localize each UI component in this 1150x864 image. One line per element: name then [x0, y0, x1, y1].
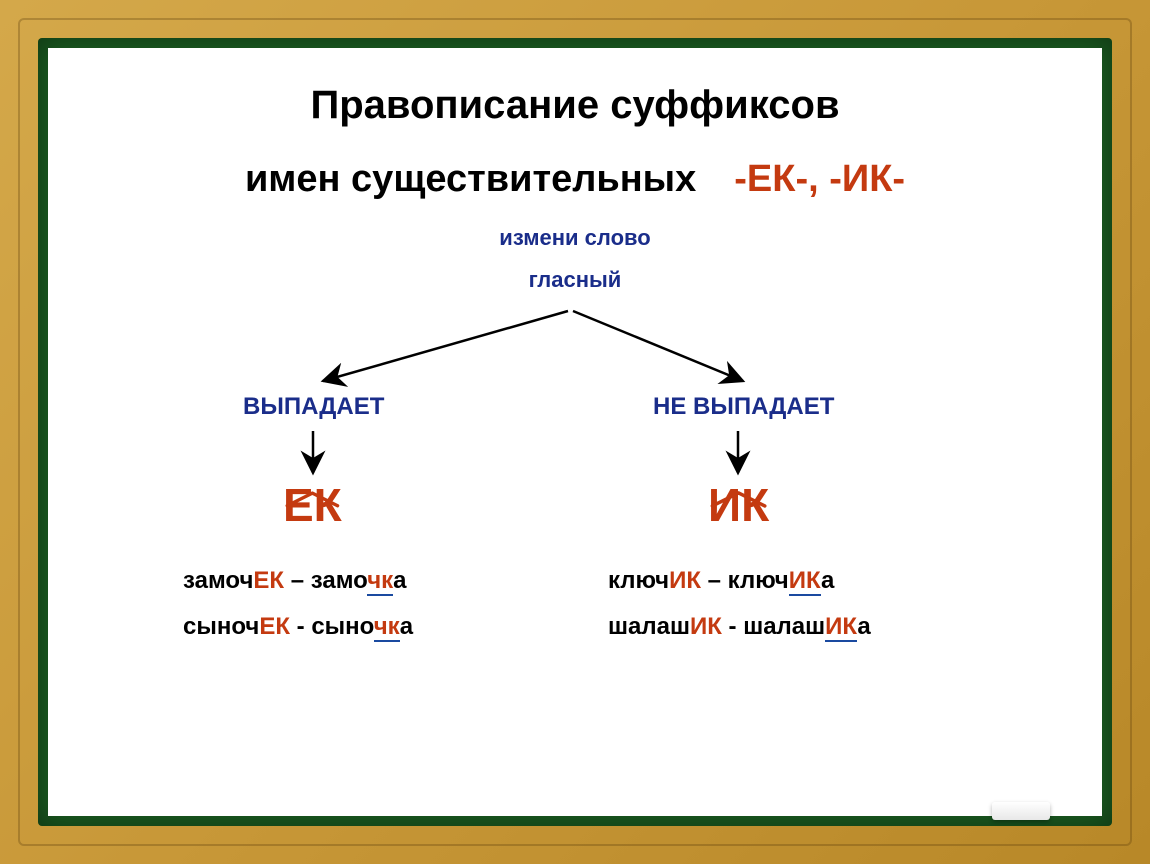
subtitle: имен существительных -ЕК-, -ИК-: [88, 158, 1062, 201]
suffix-ek: ЕК: [283, 478, 342, 532]
branch-left-label: ВЫПАДАЕТ: [243, 393, 384, 421]
wooden-frame: Правописание суффиксов имен существитель…: [0, 0, 1150, 864]
suffix-ik: ИК: [708, 478, 769, 532]
examples-left: замочЕК – замочкасыночЕК - сыночка: [183, 558, 413, 649]
arrow-svg: [88, 303, 1088, 733]
diagram-area: ВЫПАДАЕТ НЕ ВЫПАДАЕТ ЕК: [88, 303, 1062, 733]
green-board: Правописание суффиксов имен существитель…: [38, 38, 1112, 826]
main-title: Правописание суффиксов: [88, 83, 1062, 128]
suffix-hat-icon: [283, 466, 342, 486]
suffix-hat-icon: [708, 466, 769, 486]
branch-right-label: НЕ ВЫПАДАЕТ: [653, 393, 834, 421]
subtitle-part2: -ЕК-, -ИК-: [734, 158, 905, 201]
example-line: ключИК – ключИКа: [608, 558, 871, 604]
example-line: замочЕК – замочка: [183, 558, 413, 604]
subtitle-part1: имен существительных: [245, 158, 696, 201]
content-paper: Правописание суффиксов имен существитель…: [48, 48, 1102, 816]
instruction-text: измени слово: [88, 225, 1062, 251]
example-line: сыночЕК - сыночка: [183, 604, 413, 650]
examples-right: ключИК – ключИКашалашИК - шалашИКа: [608, 558, 871, 649]
chalk-icon: [992, 802, 1050, 820]
vowel-label: гласный: [88, 267, 1062, 293]
example-line: шалашИК - шалашИКа: [608, 604, 871, 650]
